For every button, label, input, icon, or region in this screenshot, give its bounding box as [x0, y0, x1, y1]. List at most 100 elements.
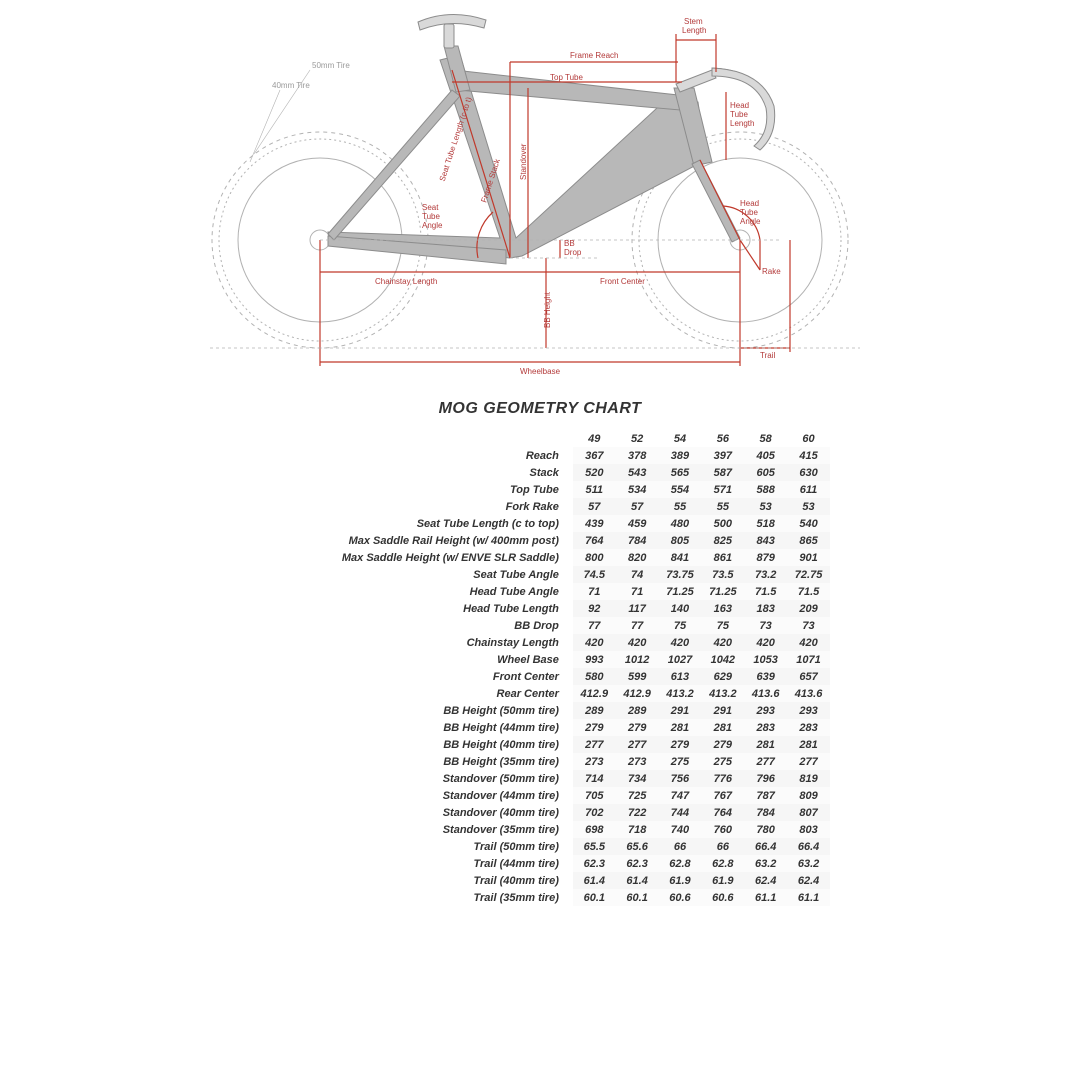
table-cell: 291 — [701, 702, 744, 719]
table-size-cell: 54 — [659, 430, 702, 447]
table-row-label: Seat Tube Angle — [300, 566, 573, 583]
table-cell: 60.1 — [573, 889, 616, 906]
table-cell: 71.5 — [744, 583, 787, 600]
table-cell: 62.3 — [573, 855, 616, 872]
table-row: Trail (44mm tire)62.362.362.862.863.263.… — [300, 855, 830, 872]
table-cell: 784 — [744, 804, 787, 821]
table-cell: 289 — [616, 702, 659, 719]
table-cell: 800 — [573, 549, 616, 566]
table-cell: 554 — [659, 481, 702, 498]
table-cell: 397 — [701, 447, 744, 464]
table-cell: 613 — [659, 668, 702, 685]
table-cell: 273 — [616, 753, 659, 770]
table-cell: 55 — [701, 498, 744, 515]
table-cell: 57 — [616, 498, 659, 515]
label-front-center: Front Center — [600, 277, 645, 286]
table-cell: 611 — [787, 481, 830, 498]
table-cell: 629 — [701, 668, 744, 685]
table-cell: 511 — [573, 481, 616, 498]
geometry-table-body: Reach367378389397405415Stack520543565587… — [300, 447, 830, 906]
table-size-cell: 60 — [787, 430, 830, 447]
table-cell: 740 — [659, 821, 702, 838]
table-cell: 62.8 — [701, 855, 744, 872]
table-cell: 843 — [744, 532, 787, 549]
table-row: BB Drop777775757373 — [300, 617, 830, 634]
table-cell: 718 — [616, 821, 659, 838]
table-row-label: Fork Rake — [300, 498, 573, 515]
frame — [328, 46, 740, 264]
table-cell: 1012 — [616, 651, 659, 668]
table-cell: 73.2 — [744, 566, 787, 583]
table-cell: 744 — [659, 804, 702, 821]
table-cell: 764 — [573, 532, 616, 549]
table-cell: 657 — [787, 668, 830, 685]
label-tire50: 50mm Tire — [312, 61, 350, 70]
table-cell: 587 — [701, 464, 744, 481]
label-standover: Standover — [519, 143, 528, 180]
table-cell: 66 — [701, 838, 744, 855]
table-row-label: Max Saddle Height (w/ ENVE SLR Saddle) — [300, 549, 573, 566]
table-row: BB Height (50mm tire)289289291291293293 — [300, 702, 830, 719]
table-cell: 705 — [573, 787, 616, 804]
table-size-cell: 52 — [616, 430, 659, 447]
table-cell: 764 — [701, 804, 744, 821]
table-cell: 1053 — [744, 651, 787, 668]
table-cell: 275 — [659, 753, 702, 770]
table-cell: 760 — [701, 821, 744, 838]
table-cell: 62.4 — [744, 872, 787, 889]
table-row-label: Standover (44mm tire) — [300, 787, 573, 804]
table-cell: 61.4 — [573, 872, 616, 889]
table-cell: 60.6 — [659, 889, 702, 906]
table-cell: 140 — [659, 600, 702, 617]
table-cell: 63.2 — [787, 855, 830, 872]
table-cell: 420 — [787, 634, 830, 651]
table-cell: 63.2 — [744, 855, 787, 872]
table-cell: 60.1 — [616, 889, 659, 906]
table-cell: 53 — [744, 498, 787, 515]
table-cell: 66.4 — [787, 838, 830, 855]
table-cell: 61.1 — [744, 889, 787, 906]
table-row: Trail (50mm tire)65.565.6666666.466.4 — [300, 838, 830, 855]
label-chainstay: Chainstay Length — [375, 277, 437, 286]
table-cell: 389 — [659, 447, 702, 464]
table-cell: 412.9 — [573, 685, 616, 702]
table-row-label: Head Tube Angle — [300, 583, 573, 600]
chart-title: MOG GEOMETRY CHART — [0, 400, 1080, 418]
table-row-label: Standover (40mm tire) — [300, 804, 573, 821]
table-cell: 71.5 — [787, 583, 830, 600]
table-cell: 55 — [659, 498, 702, 515]
table-cell: 722 — [616, 804, 659, 821]
table-cell: 756 — [659, 770, 702, 787]
table-cell: 77 — [616, 617, 659, 634]
table-cell: 714 — [573, 770, 616, 787]
table-cell: 1042 — [701, 651, 744, 668]
table-row: Max Saddle Height (w/ ENVE SLR Saddle)80… — [300, 549, 830, 566]
table-cell: 281 — [701, 719, 744, 736]
table-cell: 1027 — [659, 651, 702, 668]
table-cell: 277 — [744, 753, 787, 770]
table-row-label: Standover (50mm tire) — [300, 770, 573, 787]
table-row: Head Tube Length92117140163183209 — [300, 600, 830, 617]
table-cell: 698 — [573, 821, 616, 838]
geometry-table: 495254565860 Reach367378389397405415Stac… — [300, 430, 830, 906]
table-row-label: Trail (50mm tire) — [300, 838, 573, 855]
table-cell: 1071 — [787, 651, 830, 668]
table-cell: 803 — [787, 821, 830, 838]
table-row: BB Height (35mm tire)273273275275277277 — [300, 753, 830, 770]
table-cell: 639 — [744, 668, 787, 685]
table-row-label: Stack — [300, 464, 573, 481]
table-row-label: Top Tube — [300, 481, 573, 498]
table-cell: 734 — [616, 770, 659, 787]
table-cell: 74 — [616, 566, 659, 583]
table-cell: 77 — [573, 617, 616, 634]
table-cell: 841 — [659, 549, 702, 566]
table-cell: 702 — [573, 804, 616, 821]
table-row-label: Seat Tube Length (c to top) — [300, 515, 573, 532]
table-row-label: Max Saddle Rail Height (w/ 400mm post) — [300, 532, 573, 549]
table-cell: 580 — [573, 668, 616, 685]
table-cell: 283 — [787, 719, 830, 736]
table-cell: 283 — [744, 719, 787, 736]
table-row-label: Reach — [300, 447, 573, 464]
table-cell: 74.5 — [573, 566, 616, 583]
table-cell: 273 — [573, 753, 616, 770]
